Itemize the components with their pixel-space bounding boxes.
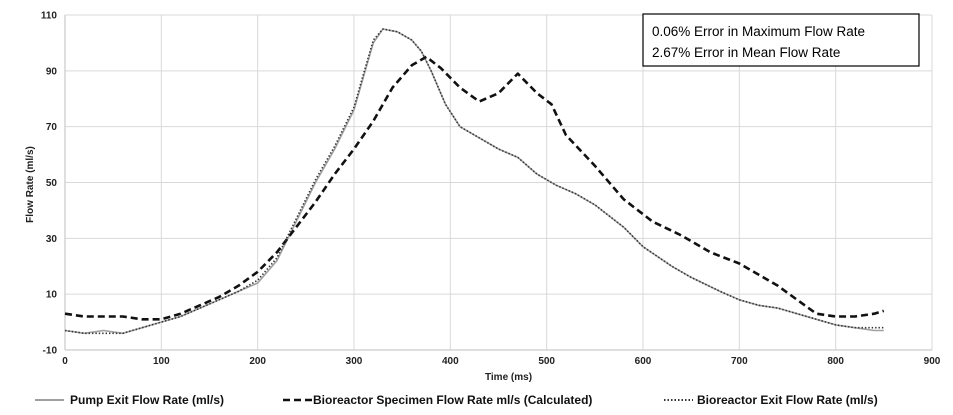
y-axis-label: Flow Rate (ml/s)	[25, 146, 36, 223]
x-tick-labels: 0 100 200 300 400 500 600 700 800 900	[62, 356, 941, 367]
y-tick-label: 50	[46, 178, 58, 189]
x-tick-label: 200	[249, 356, 266, 367]
y-tick-label: 110	[41, 11, 58, 22]
legend-item-specimen: Bioreactor Specimen Flow Rate ml/s (Calc…	[283, 393, 592, 407]
error-annotation-box: 0.06% Error in Maximum Flow Rate 2.67% E…	[642, 13, 920, 67]
x-tick-label: 800	[827, 356, 844, 367]
x-tick-label: 300	[346, 356, 363, 367]
x-tick-label: 500	[538, 356, 555, 367]
y-tick-label: 70	[46, 122, 58, 133]
x-tick-label: 900	[924, 356, 941, 367]
legend-item-pump-exit: Pump Exit Flow Rate (ml/s)	[35, 393, 224, 407]
y-tick-label: 30	[46, 234, 58, 245]
x-tick-label: 700	[731, 356, 748, 367]
x-tick-label: 600	[635, 356, 652, 367]
series-lines	[64, 28, 885, 335]
series-line-1	[64, 55, 885, 321]
y-tick-label: 90	[46, 66, 58, 77]
y-tick-labels: -10 10 30 50 70 90 110	[41, 11, 58, 357]
legend-label-specimen: Bioreactor Specimen Flow Rate ml/s (Calc…	[313, 393, 592, 407]
y-tick-label: -10	[43, 346, 58, 357]
legend-item-bioreactor-exit: Bioreactor Exit Flow Rate (ml/s)	[664, 393, 878, 407]
x-axis-label: Time (ms)	[485, 372, 532, 383]
annotation-max-error: 0.06% Error in Maximum Flow Rate	[652, 24, 865, 39]
x-tick-label: 400	[442, 356, 459, 367]
legend: Pump Exit Flow Rate (ml/s) Bioreactor Sp…	[35, 393, 878, 407]
annotation-mean-error: 2.67% Error in Mean Flow Rate	[652, 45, 840, 60]
x-tick-label: 100	[153, 356, 170, 367]
annotation-border	[642, 13, 920, 67]
x-tick-label: 0	[62, 356, 68, 367]
axes	[64, 15, 932, 351]
y-tick-label: 10	[46, 290, 58, 301]
legend-label-bioreactor-exit: Bioreactor Exit Flow Rate (ml/s)	[697, 393, 878, 407]
legend-label-pump-exit: Pump Exit Flow Rate (ml/s)	[70, 393, 224, 407]
series-line-2	[64, 28, 884, 335]
